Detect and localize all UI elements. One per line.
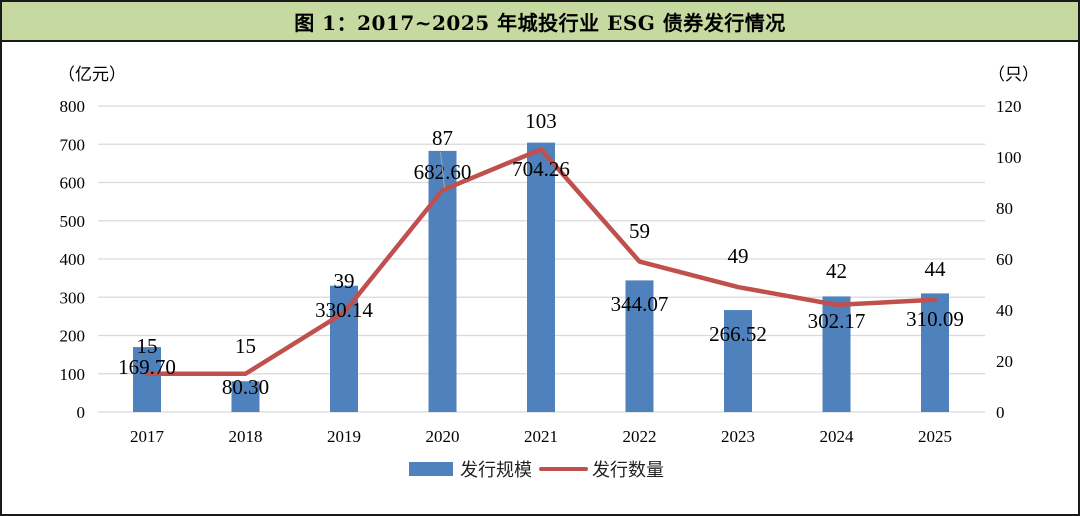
line-data-labels: 15 15 39 87 103 59 49 42 44 <box>137 109 947 358</box>
bar-series-issuance-scale <box>133 142 949 412</box>
left-axis-tick: 400 <box>60 250 86 269</box>
left-axis: 0 100 200 300 400 500 600 700 800 （亿元） <box>58 65 126 422</box>
bar <box>921 293 949 412</box>
left-axis-tick: 0 <box>77 403 86 422</box>
line-value-label: 103 <box>525 109 557 133</box>
line-value-label: 44 <box>925 257 947 281</box>
right-axis-tick: 0 <box>996 403 1005 422</box>
left-axis-unit: （亿元） <box>58 65 126 85</box>
bar-value-label: 344.07 <box>611 292 669 316</box>
left-axis-tick: 600 <box>60 174 86 193</box>
chart-title: 图 1：2017~2025 年城投行业 ESG 债券发行情况 <box>294 10 786 35</box>
line-value-label: 39 <box>334 269 355 293</box>
legend-bar-label: 发行规模 <box>460 460 532 481</box>
x-axis-tick: 2017 <box>130 427 165 446</box>
right-axis-tick: 20 <box>996 352 1013 371</box>
bar <box>133 347 161 412</box>
bar-value-label: 704.26 <box>512 157 570 181</box>
x-axis-tick: 2022 <box>623 427 657 446</box>
line-value-label: 87 <box>432 126 453 150</box>
x-axis-tick: 2018 <box>229 427 263 446</box>
x-axis: 2017 2018 2019 2020 2021 2022 2023 2024 2025 <box>130 427 952 446</box>
bar-value-label: 169.70 <box>118 355 176 379</box>
right-axis-tick: 100 <box>996 148 1022 167</box>
bar-value-label: 80.30 <box>222 375 269 399</box>
legend: 发行规模 发行数量 <box>409 460 664 481</box>
bar-data-labels: 169.7080.30330.14682.60704.26344.07266.5… <box>118 157 964 399</box>
bar <box>724 310 752 412</box>
x-axis-tick: 2024 <box>820 427 855 446</box>
x-axis-tick: 2021 <box>524 427 558 446</box>
legend-bar-swatch <box>409 462 453 476</box>
left-axis-tick: 200 <box>60 327 86 346</box>
bar-value-label: 266.52 <box>709 322 767 346</box>
right-axis-unit: （只） <box>988 65 1039 85</box>
line-value-label: 15 <box>235 334 256 358</box>
x-axis-tick: 2019 <box>327 427 361 446</box>
legend-line-label: 发行数量 <box>592 460 664 481</box>
x-axis-tick: 2025 <box>918 427 952 446</box>
count-line <box>144 147 938 376</box>
bar <box>527 142 555 412</box>
right-axis-tick: 120 <box>996 97 1022 116</box>
title-bar: 图 1：2017~2025 年城投行业 ESG 债券发行情况 <box>2 2 1078 42</box>
left-axis-tick: 700 <box>60 135 86 154</box>
right-axis: 0 20 40 60 80 100 120 （只） <box>988 65 1039 422</box>
right-axis-tick: 80 <box>996 199 1013 218</box>
line-value-label: 49 <box>728 244 749 268</box>
bar-value-label: 310.09 <box>906 307 964 331</box>
left-axis-tick: 800 <box>60 97 86 116</box>
bar <box>330 285 358 412</box>
bar <box>428 150 457 412</box>
right-axis-tick: 60 <box>996 250 1013 269</box>
left-axis-tick: 300 <box>60 288 86 307</box>
left-axis-tick: 100 <box>60 365 86 384</box>
bar-value-label: 330.14 <box>315 298 373 322</box>
x-axis-tick: 2020 <box>426 427 460 446</box>
right-axis-tick: 40 <box>996 301 1013 320</box>
bar <box>231 381 260 412</box>
bar <box>625 280 654 412</box>
x-axis-tick: 2023 <box>721 427 755 446</box>
label-leader-line <box>440 151 445 189</box>
line-value-label: 42 <box>826 259 847 283</box>
line-value-label: 59 <box>629 219 650 243</box>
line-series-issuance-count <box>144 147 938 376</box>
bar <box>822 296 851 412</box>
left-axis-tick: 500 <box>60 212 86 231</box>
bar-value-label: 302.17 <box>808 309 866 333</box>
line-value-label: 15 <box>137 334 158 358</box>
